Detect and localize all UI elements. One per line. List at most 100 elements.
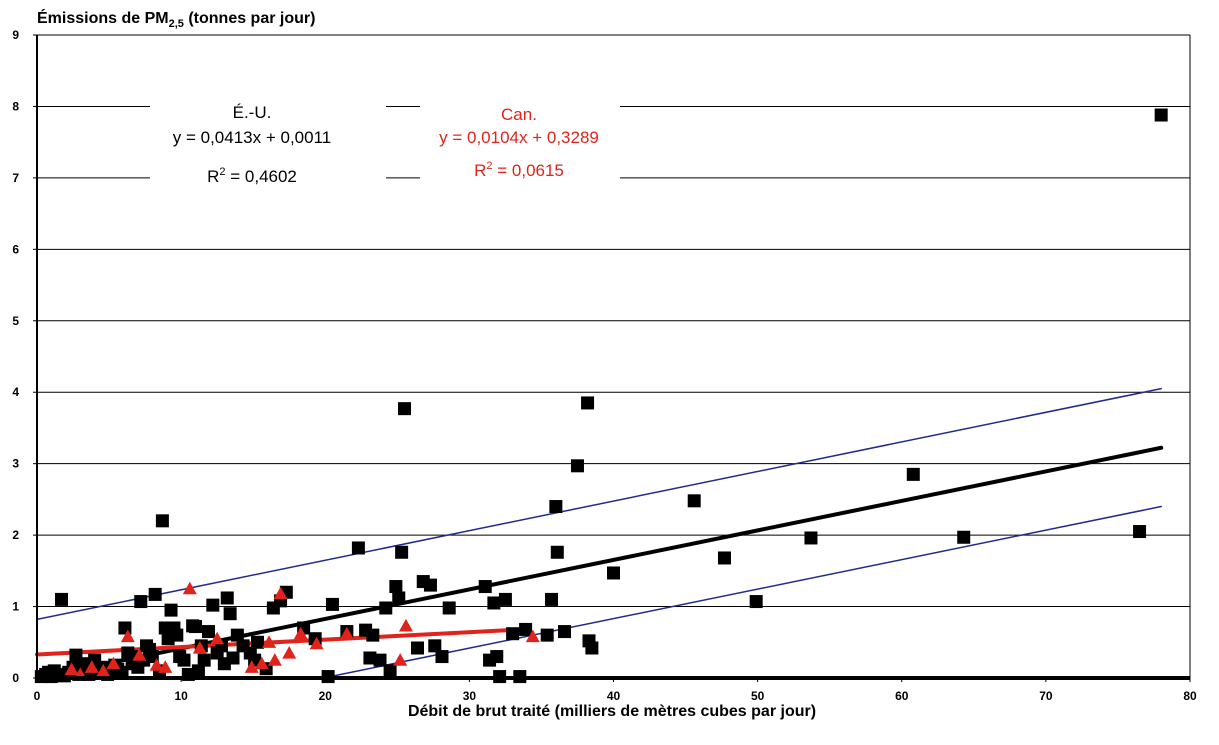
us-point-36 [155,514,169,528]
trendline-lower-band [322,505,1162,679]
us-point-100 [549,500,563,514]
canada-point-19 [309,636,324,650]
canada-point-20 [339,626,354,640]
us-point-49 [197,653,211,667]
us-point-104 [581,396,595,410]
us-point-115 [1154,108,1168,122]
canada-points [64,581,540,681]
us-point-85 [423,578,437,592]
trendline-can- [35,627,530,657]
us-point-43 [177,653,191,667]
x-tick-70: 70 [1039,689,1053,703]
canada-point-13 [254,656,269,670]
canada-point-16 [273,586,288,600]
us-point-41 [170,628,184,642]
us-point-87 [435,650,449,664]
us-point-110 [749,595,763,609]
us-point-97 [519,622,533,636]
x-tick-30: 30 [463,689,477,703]
canada-point-17 [282,645,297,659]
y-tick-labels: 0 1 2 3 4 5 6 7 8 9 [12,28,37,685]
canada-point-7 [149,658,164,671]
us-point-58 [230,628,244,642]
y-axis-title: Émissions de PM2,5 (tonnes par jour) [37,8,315,30]
us-point-94 [498,592,512,606]
y-tick-3: 3 [12,457,19,471]
y-tick-9: 9 [12,28,19,42]
us-point-75 [366,628,380,642]
x-tick-labels: 0 10 20 30 40 50 60 70 80 [34,678,1197,703]
us-point-78 [383,664,397,678]
us-point-112 [906,467,920,481]
us-point-81 [395,545,409,559]
canada-point-4 [106,656,121,670]
y-tick-4: 4 [12,385,19,399]
us-point-107 [607,566,620,580]
canada-point-9 [182,581,197,595]
us-point-77 [379,601,393,615]
y-tick-6: 6 [12,242,19,256]
canada-point-15 [267,653,282,666]
us-point-95 [506,627,520,641]
canada-point-8 [158,660,173,673]
us-point-34 [148,587,162,601]
canada-annotation-label: Can. [501,105,537,124]
us-point-57 [226,651,240,665]
canada-point-11 [210,631,225,645]
canada-point-12 [244,660,259,673]
y-tick-1: 1 [12,600,19,614]
us-point-29 [134,595,148,609]
y-tick-8: 8 [12,99,19,113]
us-point-62 [251,635,265,649]
canada-point-21 [393,653,408,666]
us-point-51 [206,598,220,612]
y-tick-0: 0 [12,671,19,685]
us-point-33 [145,650,159,664]
us-point-70 [325,597,339,611]
us-point-50 [202,625,216,639]
us-point-24 [118,621,132,635]
x-tick-80: 80 [1183,689,1197,703]
x-tick-50: 50 [751,689,765,703]
canada-point-6 [132,648,147,661]
canada-point-10 [192,640,207,654]
us-point-47 [191,664,205,678]
us-point-79 [389,580,403,594]
x-tick-0: 0 [34,689,41,703]
us-point-56 [223,607,237,621]
us-point-113 [957,530,971,544]
us-point-55 [220,591,234,605]
us-point-108 [687,494,701,508]
x-axis-title: Débit de brut traité (milliers de mètres… [408,703,816,720]
us-point-72 [351,541,365,555]
y-tick-5: 5 [12,314,19,328]
canada-point-18 [293,626,308,640]
y-tick-7: 7 [12,171,19,185]
x-tick-40: 40 [607,689,621,703]
us-annotation-label: É.-U. [233,103,272,122]
us-point-74 [363,651,377,665]
us-point-89 [478,580,492,594]
us-point-46 [189,620,203,634]
x-tick-60: 60 [895,689,909,703]
us-point-91 [487,596,501,610]
canada-point-0 [64,662,79,676]
us-point-83 [410,641,424,655]
canada-annotation: Can. y = 0,0104x + 0,3289 R2 = 0,0615 [420,96,620,186]
us-point-39 [164,603,178,617]
canada-annotation-r2: R2 = 0,0615 [474,160,564,180]
us-point-114 [1133,525,1147,539]
us-annotation: É.-U. y = 0,0413x + 0,0011 R2 = 0,4602 [150,88,386,192]
us-point-106 [585,641,599,655]
us-point-98 [540,628,554,642]
canada-point-22 [398,618,413,632]
us-point-76 [373,653,387,667]
us-point-82 [398,402,412,416]
canada-point-14 [262,635,277,648]
us-annotation-bg [150,88,386,192]
us-point-111 [804,531,818,545]
confidence-bands [36,387,1162,679]
us-points [34,108,1168,684]
x-tick-20: 20 [319,689,333,703]
